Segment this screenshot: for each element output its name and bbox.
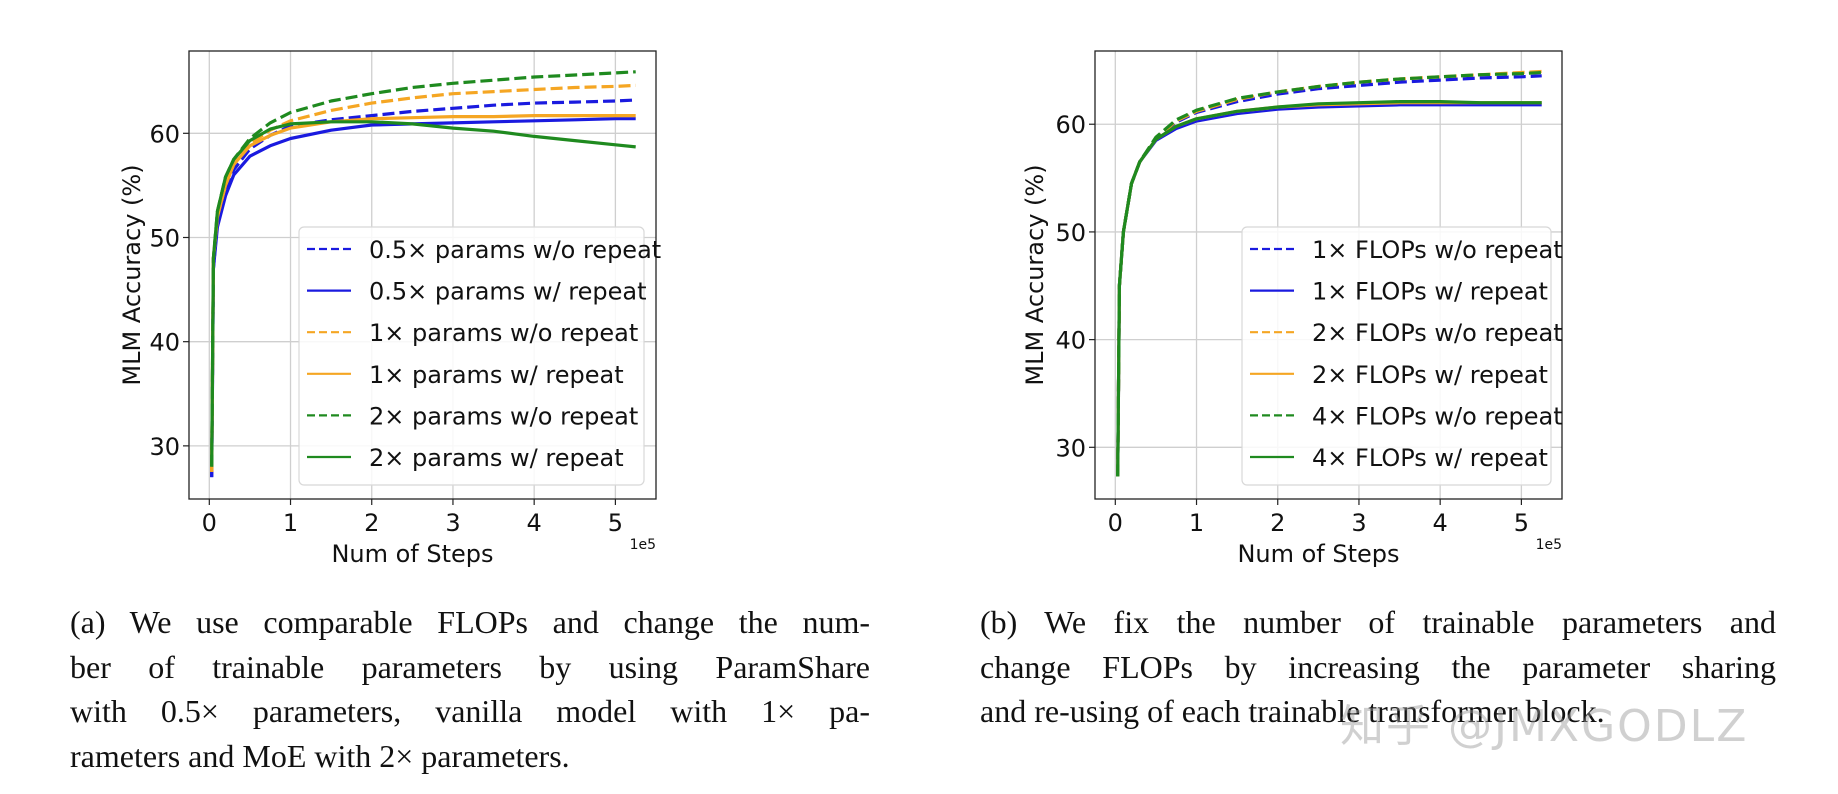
x-tick-label: 5: [1514, 509, 1529, 537]
legend-label: 2× params w/o repeat: [369, 402, 638, 430]
legend-label: 4× FLOPs w/ repeat: [1312, 444, 1548, 472]
y-axis-label: MLM Accuracy (%): [1021, 164, 1049, 385]
caption-line: rameters and MoE with 2× parameters.: [70, 737, 570, 774]
y-axis-label: MLM Accuracy (%): [118, 164, 146, 385]
y-tick-label: 30: [149, 433, 180, 461]
plot-frame: [1094, 50, 1563, 500]
legend-label: 0.5× params w/ repeat: [369, 278, 647, 306]
legend-label: 4× FLOPs w/o repeat: [1312, 402, 1563, 430]
series-line: [1116, 99, 1542, 477]
series-line: [210, 117, 636, 478]
x-tick-label: 2: [1270, 509, 1285, 537]
x-offset-label: 1e5: [630, 537, 656, 553]
legend-label: 1× params w/o repeat: [369, 319, 638, 347]
caption-line: ber of trainable parameters by using Par…: [70, 648, 870, 685]
series-line: [210, 120, 636, 467]
x-tick-label: 4: [527, 509, 542, 537]
caption-a: (a) We use comparable FLOPs and change t…: [70, 600, 870, 778]
y-tick-label: 40: [149, 329, 180, 357]
x-tick-label: 2: [364, 509, 379, 537]
plot-frame: [188, 50, 657, 500]
legend-label: 1× FLOPs w/o repeat: [1312, 236, 1563, 264]
caption-line: and re-using of each trainable transform…: [980, 693, 1605, 729]
x-offset-label: 1e5: [1536, 537, 1562, 553]
y-tick-label: 50: [149, 224, 180, 252]
x-tick-label: 4: [1433, 509, 1448, 537]
caption-line: with 0.5× parameters, vanilla model with…: [70, 693, 870, 729]
x-tick-label: 5: [608, 509, 623, 537]
x-axis-label: Num of Steps: [1237, 540, 1399, 568]
legend-label: 1× FLOPs w/ repeat: [1312, 278, 1548, 306]
watermark: 知乎 @JMXGODLZ: [1340, 701, 1749, 752]
legend-label: 2× FLOPs w/ repeat: [1312, 361, 1548, 389]
x-tick-label: 1: [283, 509, 298, 537]
x-tick-label: 0: [202, 509, 217, 537]
y-tick-label: 30: [1055, 434, 1086, 462]
legend-box: [1241, 226, 1552, 486]
y-tick-label: 60: [1055, 111, 1086, 139]
caption-b: (b) We fix the number of trainable param…: [980, 600, 1776, 734]
legend: 1× FLOPs w/o repeat 1× FLOPs w/ repeat 2× …: [1241, 226, 1563, 486]
x-tick-label: 0: [1108, 509, 1123, 537]
legend-label: 1× params w/ repeat: [369, 361, 624, 389]
x-axis-label: Num of Steps: [331, 540, 493, 568]
legend-box: [298, 226, 645, 486]
caption-line: change FLOPs by increasing the parameter…: [980, 648, 1776, 685]
legend-label: 0.5× params w/o repeat: [369, 236, 661, 264]
legend: 0.5× params w/o repeat 0.5× params w/ rep…: [298, 226, 661, 486]
caption-line: (b) We fix the number of trainable param…: [980, 604, 1776, 640]
caption-line: (a) We use comparable FLOPs and change t…: [70, 604, 870, 640]
legend-label: 2× FLOPs w/o repeat: [1312, 319, 1563, 347]
x-tick-label: 3: [1351, 509, 1366, 537]
x-tick-label: 3: [445, 509, 460, 537]
legend-label: 2× params w/ repeat: [369, 444, 624, 472]
y-tick-label: 60: [149, 120, 180, 148]
x-tick-label: 1: [1189, 509, 1204, 537]
y-tick-label: 40: [1055, 327, 1086, 355]
y-tick-label: 50: [1055, 219, 1086, 247]
